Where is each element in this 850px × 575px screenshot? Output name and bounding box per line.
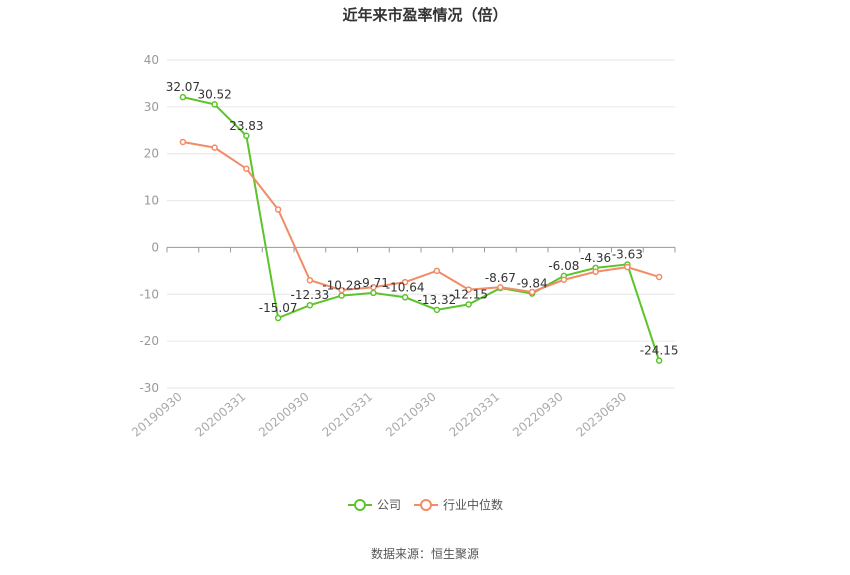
data-label: -10.28 (322, 279, 361, 293)
data-point-company (211, 101, 218, 108)
x-tick-labels: 20190930 20200331 20200930 20210331 20210930… (129, 390, 629, 440)
y-tick-label: -10 (139, 287, 159, 301)
data-point-industry (433, 267, 441, 275)
y-tick-label: 10 (144, 194, 159, 208)
x-tick-label: 20230630 (574, 390, 630, 440)
data-point-industry (465, 286, 472, 293)
data-label: -9.71 (358, 276, 389, 290)
series-line-company (182, 96, 661, 361)
data-point-company (655, 357, 663, 364)
legend: 公司 行业中位数 (0, 496, 850, 513)
data-label: -24.15 (640, 344, 679, 358)
y-tick-label: 0 (151, 240, 159, 254)
x-tick-label: 20200331 (193, 390, 249, 440)
x-tick-label: 20210331 (320, 390, 376, 440)
data-point-industry (401, 278, 409, 286)
x-tick-label: 20220331 (447, 390, 503, 440)
data-point-industry (624, 263, 631, 271)
legend-industry-marker-icon (414, 498, 438, 511)
data-point-company (338, 292, 345, 299)
data-label: -15.07 (259, 301, 298, 315)
legend-item-company[interactable]: 公司 (347, 496, 401, 513)
data-label: -4.36 (580, 251, 611, 265)
x-tick-label: 20220930 (510, 390, 566, 440)
x-tick-label: 20200930 (256, 390, 312, 440)
chart-title: 近年来市盈率情况（倍） (342, 6, 508, 24)
data-label: -12.15 (449, 287, 488, 301)
legend-label-industry: 行业中位数 (443, 498, 504, 512)
y-tick-labels: 40 30 20 10 0 -10 -20 -30 (139, 53, 159, 395)
data-label: -8.67 (485, 271, 516, 285)
data-point-company (179, 93, 187, 101)
data-point-industry (243, 165, 250, 172)
legend-company-marker-icon (347, 498, 372, 511)
legend-item-industry[interactable]: 行业中位数 (413, 496, 503, 513)
data-point-industry (306, 276, 314, 284)
data-point-company (370, 289, 377, 297)
data-point-industry (179, 138, 187, 146)
data-point-industry (655, 273, 663, 281)
data-point-industry (211, 144, 218, 151)
y-tick-label: 30 (144, 100, 159, 114)
data-point-company (433, 306, 441, 314)
series-line-industry (182, 141, 660, 293)
y-tick-label: -30 (139, 381, 159, 395)
data-labels: 32.0730.5223.83-15.07-12.33-10.28-9.71-1… (166, 80, 679, 357)
data-label: -9.84 (517, 277, 548, 291)
data-point-industry (592, 268, 599, 276)
data-label: 32.07 (166, 80, 200, 94)
data-point-industry (560, 276, 568, 284)
grid-lines (166, 59, 676, 389)
data-point-industry (497, 284, 504, 291)
data-label: -13.32 (418, 293, 457, 307)
data-point-company (401, 294, 409, 301)
data-label: -10.64 (386, 280, 425, 294)
data-point-industry (528, 288, 536, 296)
y-tick-label: -20 (139, 334, 159, 348)
data-point-industry (338, 286, 345, 294)
data-point-company (274, 314, 282, 322)
data-source-note: 数据来源：恒生聚源 (370, 547, 479, 561)
y-tick-label: 20 (144, 147, 159, 161)
x-tick-label: 20190930 (129, 390, 185, 440)
data-label: -12.33 (291, 288, 330, 302)
x-tick-label: 20210930 (383, 390, 439, 440)
data-point-company (306, 301, 314, 309)
data-point-company (465, 301, 472, 308)
data-point-industry (274, 206, 282, 213)
data-point-company (243, 132, 250, 140)
data-label: 30.52 (197, 87, 231, 101)
data-label: -6.08 (548, 259, 579, 273)
data-point-industry (370, 284, 377, 291)
legend-label-company: 公司 (376, 498, 401, 512)
y-tick-label: 40 (144, 53, 159, 67)
data-label: 23.83 (229, 119, 263, 133)
series-lines (179, 93, 663, 364)
data-label: -3.63 (612, 247, 643, 261)
